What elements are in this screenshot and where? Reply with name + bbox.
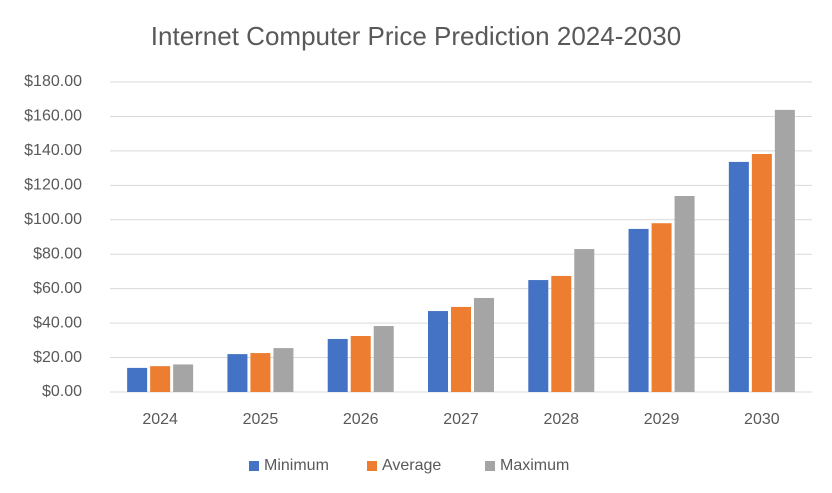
x-tick-label: 2025: [243, 411, 279, 428]
y-tick-label: $140.00: [24, 142, 82, 159]
bar: [651, 223, 672, 392]
x-tick-label: 2030: [744, 411, 780, 428]
bar: [728, 161, 749, 392]
bar: [373, 326, 394, 392]
bar: [227, 354, 248, 392]
bar: [173, 364, 194, 392]
legend-swatch: [367, 461, 377, 471]
y-tick-label: $20.00: [33, 349, 82, 366]
bar: [250, 353, 271, 392]
y-tick-label: $120.00: [24, 177, 82, 194]
bar: [451, 306, 471, 392]
x-tick-label: 2027: [443, 411, 479, 428]
x-tick-label: 2028: [543, 411, 579, 428]
y-tick-label: $80.00: [33, 245, 82, 262]
bar: [751, 153, 772, 392]
legend-label: Minimum: [264, 457, 329, 474]
y-tick-label: $100.00: [24, 211, 82, 228]
bar: [551, 275, 572, 392]
bar: [428, 311, 448, 392]
legend-swatch: [249, 461, 259, 471]
y-tick-label: $60.00: [33, 280, 82, 297]
y-tick-label: $160.00: [24, 108, 82, 125]
bar: [273, 348, 294, 392]
x-tick-label: 2026: [343, 411, 379, 428]
chart-title: Internet Computer Price Prediction 2024-…: [151, 21, 681, 51]
y-tick-label: $0.00: [42, 383, 82, 400]
bar: [474, 297, 494, 392]
x-tick-label: 2029: [644, 411, 680, 428]
x-tick-label: 2024: [142, 411, 178, 428]
bar: [528, 280, 549, 392]
legend-swatch: [485, 461, 495, 471]
y-tick-label: $180.00: [24, 73, 82, 90]
bar: [327, 338, 348, 392]
bar: [574, 249, 595, 392]
legend-label: Maximum: [500, 457, 569, 474]
y-tick-label: $40.00: [33, 314, 82, 331]
bar: [150, 366, 171, 392]
legend-label: Average: [382, 457, 441, 474]
bar: [674, 196, 695, 392]
bar: [774, 109, 795, 393]
bar: [350, 336, 371, 392]
bar: [628, 228, 649, 392]
bar: [127, 367, 148, 392]
